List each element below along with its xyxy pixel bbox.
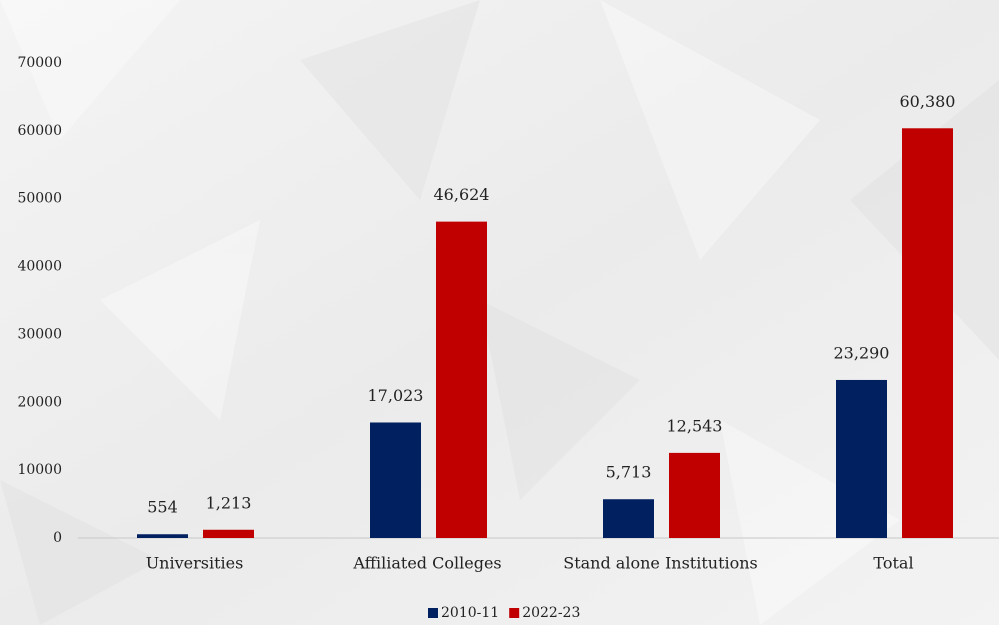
x-tick-label: Total	[873, 554, 913, 573]
y-tick-label: 20000	[17, 394, 62, 410]
data-label: 5,713	[606, 463, 652, 482]
y-tick-label: 0	[53, 530, 62, 546]
legend-swatch	[428, 608, 438, 618]
x-tick-label: Stand alone Institutions	[563, 554, 758, 573]
y-tick-label: 60000	[17, 123, 62, 139]
data-label: 554	[147, 498, 178, 517]
legend-label: 2022-23	[522, 605, 580, 621]
x-tick-label: Universities	[146, 554, 244, 573]
bar	[603, 499, 654, 538]
bar	[203, 529, 254, 538]
data-label: 12,543	[667, 416, 723, 435]
bar	[137, 534, 188, 538]
bar	[836, 379, 887, 538]
y-tick-label: 10000	[17, 462, 62, 478]
data-label: 1,213	[206, 493, 252, 512]
bar	[370, 422, 421, 538]
bar	[902, 128, 953, 538]
y-tick-label: 70000	[17, 55, 62, 71]
y-tick-label: 40000	[17, 259, 62, 275]
x-tick-label: Affiliated Colleges	[352, 554, 501, 573]
legend-label: 2010-11	[441, 605, 499, 621]
legend-swatch	[509, 608, 520, 618]
data-label: 23,290	[834, 343, 890, 362]
y-tick-label: 30000	[17, 326, 62, 342]
data-label: 46,624	[434, 185, 490, 204]
bar	[436, 221, 487, 538]
bar	[669, 452, 720, 538]
data-label: 17,023	[368, 386, 424, 405]
data-label: 60,380	[900, 92, 956, 111]
y-tick-label: 50000	[17, 191, 62, 207]
